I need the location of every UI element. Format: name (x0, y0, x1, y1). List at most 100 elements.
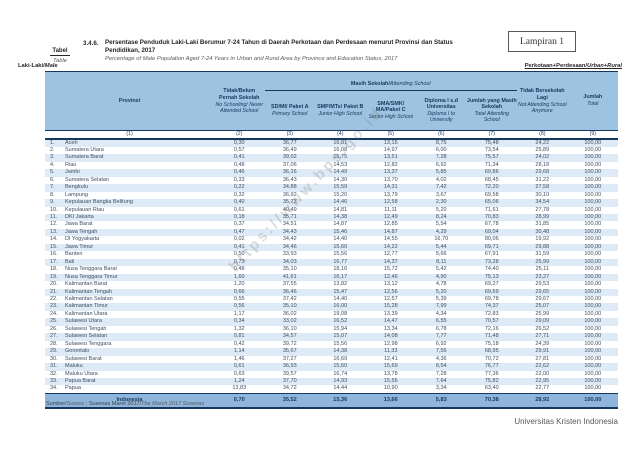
col-header-junior: SMP/MTs/ Paket B Junior High School (315, 90, 366, 131)
col-header-total: Jumlah Total (567, 71, 619, 131)
value-cell: 36,46 (264, 288, 315, 297)
table-row: 4. Riau 0,48 37,06 14,53 12,82 6,92 71,34 28,18 1… (45, 162, 618, 169)
value-cell: 31,22 (535, 176, 550, 183)
value-cell: 68,95 (466, 348, 518, 356)
col-header-diploma-id: Diploma I s.d Universitas (424, 97, 459, 111)
table-row: 12. Jawa Barat 0,37 34,51 14,87 12,85 5,54 67,7… (45, 221, 618, 228)
value-cell: 70,72 (484, 355, 499, 362)
value-cell: 5,44 (416, 243, 467, 252)
province-name: Kalimantan Barat (65, 281, 108, 288)
value-cell: 100,00 (567, 154, 619, 162)
province-name: Jambi (62, 169, 214, 177)
value-cell: 13,37 (365, 169, 416, 177)
value-cell: 100,00 (567, 169, 619, 177)
value-cell: 27,58 (517, 184, 568, 192)
row-number: 2. (50, 146, 55, 153)
value-cell: 41,61 (264, 273, 315, 282)
value-cell: 14,93 (315, 378, 366, 386)
value-cell: 13,83 (232, 385, 247, 392)
value-cell: 36,93 (264, 363, 315, 371)
value-cell: 16,74 (333, 370, 348, 377)
group-header-attending: Masih Sekolah/Attending School (264, 71, 518, 91)
value-cell: 100,00 (567, 184, 619, 192)
value-cell: 100,00 (584, 370, 602, 377)
value-cell: 37,70 (264, 378, 315, 386)
row-number: 10. (50, 206, 58, 213)
row-number: 3. (45, 154, 62, 162)
province-name: Riau (65, 161, 77, 168)
col-num-1: (1) (45, 130, 214, 140)
value-cell: 74,40 (484, 266, 499, 273)
value-cell: 1,14 (214, 348, 265, 356)
value-cell: 15,46 (315, 228, 366, 237)
province-name: Papua Barat (62, 378, 214, 386)
value-cell: 75,48 (466, 138, 518, 147)
value-cell: 15,28 (365, 303, 416, 311)
value-cell: 8,24 (416, 214, 467, 222)
value-cell: 67,78 (484, 221, 499, 228)
table-row: 14. DI Yogyakarta 0,02 34,42 14,40 14,55 16,70… (45, 236, 618, 243)
indonesia-value: 0,70 (214, 392, 265, 409)
col-header-primary-id: SD/MI/ Paket A (270, 103, 309, 110)
value-cell: 16,52 (315, 318, 366, 326)
value-cell: 12,56 (365, 288, 416, 297)
province-name: Kalimantan Selatan (65, 296, 113, 303)
value-cell: 0,63 (233, 370, 245, 377)
col-num-7: (7) (466, 130, 518, 140)
value-cell: 15,94 (333, 325, 348, 332)
value-cell: 24,02 (517, 154, 568, 162)
value-cell: 0,48 (233, 161, 245, 168)
value-cell: 23,27 (517, 273, 568, 282)
source-note: Sumber/Source : Susenas Maret 2017/The M… (46, 401, 204, 407)
province-name: Sulawesi Utara (62, 318, 214, 326)
col-header-no-schooling-id: Tidak/Belum Pernah Sekolah (219, 88, 260, 101)
value-cell: 24,39 (535, 340, 550, 347)
table-row: 22. Kalimantan Selatan 0,55 37,42 14,40 12,57… (45, 296, 618, 303)
value-cell: 16,70 (434, 236, 449, 243)
value-cell: 33,93 (282, 251, 297, 258)
value-cell: 11,33 (365, 348, 416, 356)
value-cell: 100,00 (567, 199, 619, 207)
value-cell: 100,00 (567, 273, 619, 282)
value-cell: 69,71 (466, 243, 518, 252)
value-cell: 19,92 (535, 236, 550, 243)
value-cell: 15,56 (333, 340, 348, 347)
table-row: 18. Nusa Tenggara Barat 0,48 35,10 18,16 15,7… (45, 266, 618, 273)
table-row: 19. Nusa Tenggara Timur 1,60 41,61 16,17 12,4… (45, 273, 619, 282)
row-number: 16. (50, 251, 58, 258)
province-name: Kalimantan Utara (65, 310, 108, 317)
value-cell: 72,83 (484, 310, 499, 317)
value-cell: 100,00 (584, 176, 602, 183)
value-cell: 13,70 (383, 176, 398, 183)
table-row: 15. Jawa Timur 0,41 34,46 15,60 14,22 5,44 69,7… (45, 243, 619, 252)
sex-tag-en: Male (44, 63, 58, 69)
value-cell: 72,20 (466, 184, 518, 192)
value-cell: 0,48 (233, 266, 245, 273)
table-row: 20. Kalimantan Barat 1,20 37,55 13,82 13,12 4,… (45, 281, 618, 288)
table-row: 16. Banten 0,50 33,93 15,56 12,77 5,66 67,91 31,… (45, 251, 618, 258)
value-cell: 71,34 (484, 161, 499, 168)
province-name: Jawa Timur (62, 243, 214, 252)
value-cell: 8,54 (416, 363, 467, 371)
province-name: Gorontalo (62, 348, 214, 356)
value-cell: 0,18 (214, 214, 265, 222)
value-cell: 4,36 (435, 355, 447, 362)
value-cell: 16,08 (333, 146, 348, 153)
col-header-no-schooling-en: No Schooling/ Never Attended School (215, 101, 264, 114)
value-cell: 28,18 (535, 161, 550, 168)
value-cell: 29,53 (535, 281, 550, 288)
value-cell: 1,17 (233, 310, 245, 317)
value-cell: 13,78 (383, 370, 398, 377)
value-cell: 39,57 (282, 370, 297, 377)
value-cell: 4,90 (416, 273, 467, 282)
value-cell: 33,02 (264, 318, 315, 326)
sex-tag-id: Laki-Laki/ (18, 63, 45, 69)
table-body: 1. Aceh 0,30 36,77 16,81 13,15 8,75 75,48 24,22 1… (45, 138, 619, 394)
province-name: Nusa Tenggara Barat (65, 266, 117, 273)
value-cell: 100,00 (567, 348, 619, 356)
value-cell: 100,00 (584, 146, 602, 153)
table-row: 5. Jambi 0,46 36,16 14,49 13,37 5,85 69,86 29,68… (45, 169, 619, 177)
value-cell: 14,40 (333, 236, 348, 243)
value-cell: 25,99 (517, 258, 568, 267)
